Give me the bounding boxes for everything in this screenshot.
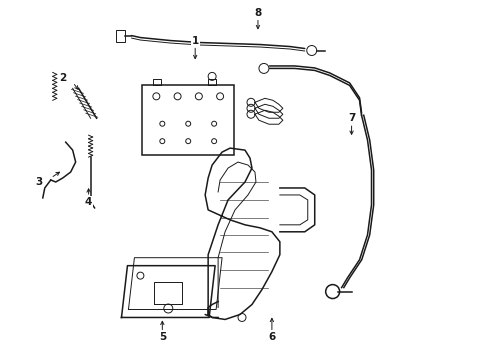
Text: 4: 4 — [85, 197, 92, 207]
Text: 3: 3 — [35, 177, 43, 187]
Text: 2: 2 — [59, 73, 66, 84]
Bar — [116, 30, 125, 41]
Text: 1: 1 — [192, 36, 199, 46]
Text: 7: 7 — [348, 113, 355, 123]
Text: 8: 8 — [254, 8, 262, 18]
Text: 5: 5 — [159, 332, 166, 342]
Text: 6: 6 — [268, 332, 275, 342]
Bar — [143, 85, 234, 155]
